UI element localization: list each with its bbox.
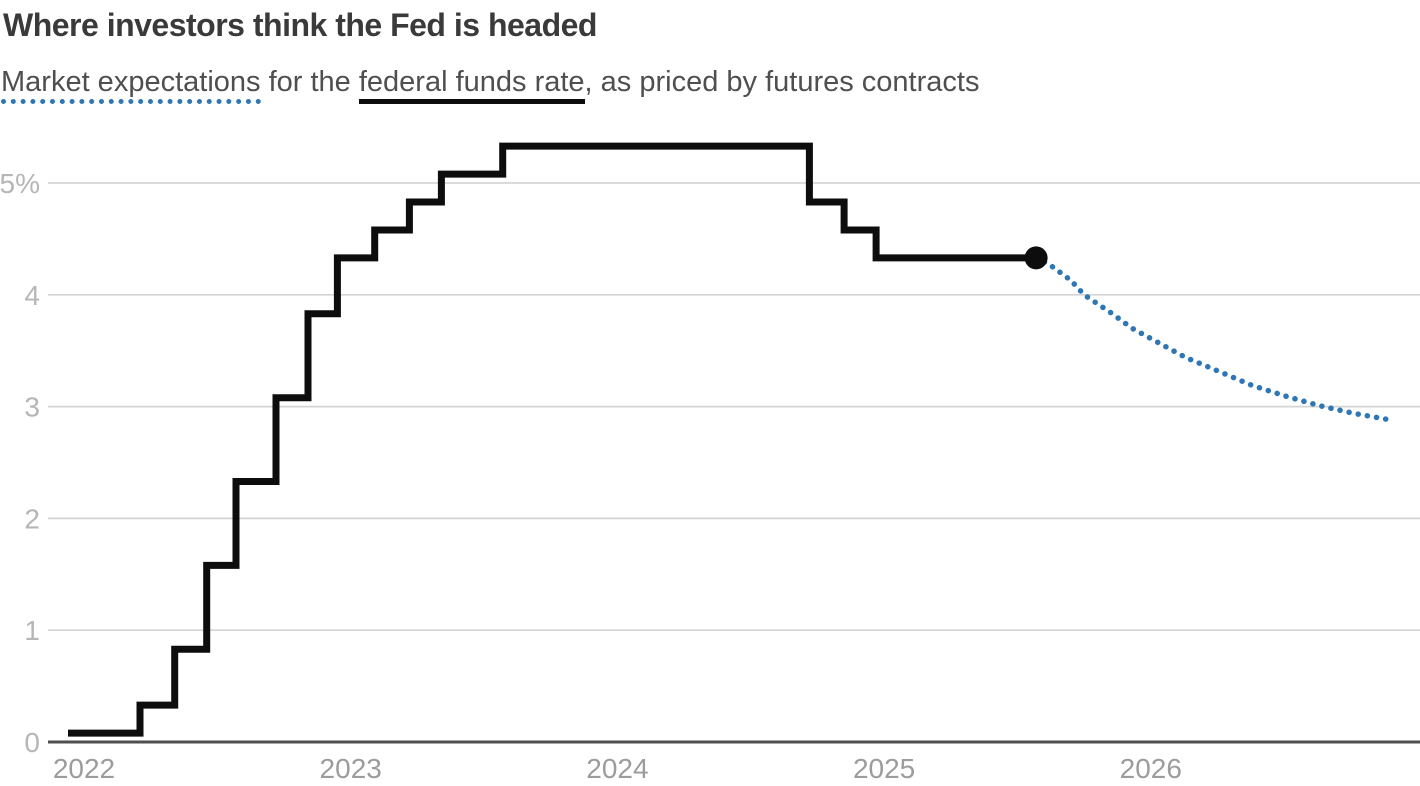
y-tick-label-1: 1 <box>24 615 40 646</box>
current-rate-marker <box>1024 246 1048 270</box>
history-step-line <box>68 142 1037 737</box>
chart-subtitle: Market expectations for the federal fund… <box>1 66 980 104</box>
subtitle-text-middle: for the <box>260 66 359 98</box>
y-tick-label-3: 3 <box>24 392 40 423</box>
x-tick-label-2024: 2024 <box>586 753 648 784</box>
y-tick-label-2: 2 <box>24 503 40 534</box>
x-tick-label-2026: 2026 <box>1120 753 1182 784</box>
x-tick-label-2023: 2023 <box>320 753 382 784</box>
subtitle-text-tail: , as priced by futures contracts <box>584 66 980 98</box>
y-tick-label-5: 5% <box>0 168 40 199</box>
x-tick-label-2022: 2022 <box>53 753 115 784</box>
legend-market-expectations: Market expectations <box>1 66 261 104</box>
y-tick-label-4: 4 <box>24 280 40 311</box>
x-tick-label-2025: 2025 <box>853 753 915 784</box>
projection-dotted-line <box>1033 255 1394 423</box>
legend-federal-funds-rate: federal funds rate <box>358 66 585 104</box>
chart-title: Where investors think the Fed is headed <box>3 7 597 43</box>
y-tick-label-0: 0 <box>24 727 40 758</box>
